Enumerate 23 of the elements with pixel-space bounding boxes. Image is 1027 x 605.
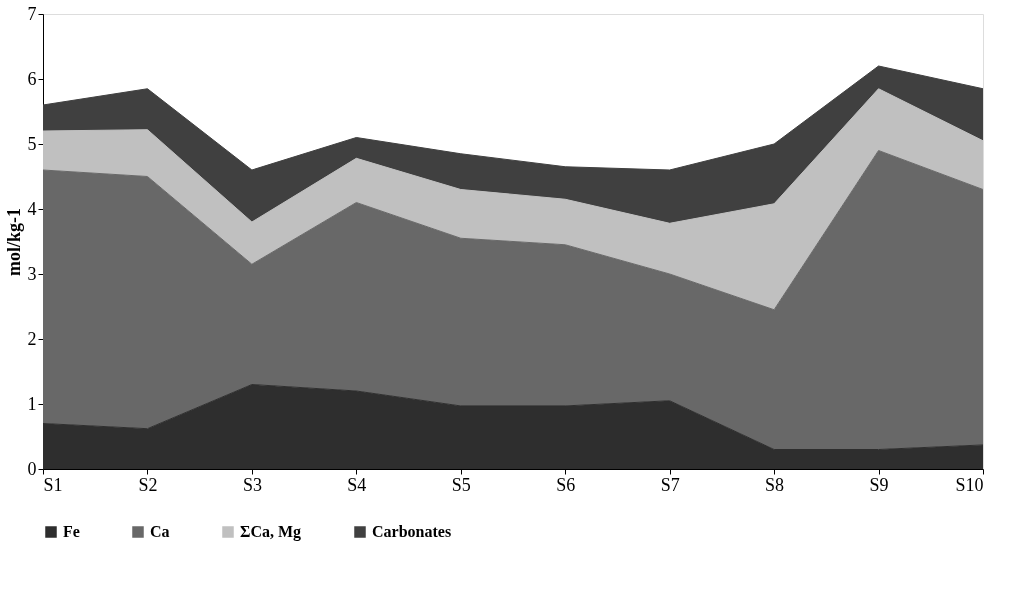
y-tick-label: 0 xyxy=(27,458,37,479)
y-tick-label: 1 xyxy=(27,393,37,414)
x-tick-label: S10 xyxy=(955,474,984,495)
y-tick-label: 3 xyxy=(27,263,37,284)
y-tick-label: 4 xyxy=(27,198,37,219)
y-tick-label: 6 xyxy=(27,68,37,89)
y-tick-label: 2 xyxy=(27,328,37,349)
legend-label: Fe xyxy=(63,523,80,540)
x-tick-label: S5 xyxy=(451,474,471,495)
x-tick-label: S9 xyxy=(869,474,889,495)
x-tick-label: S8 xyxy=(765,474,785,495)
x-tick-label: S1 xyxy=(43,474,63,495)
legend-label: ΣCa, Mg xyxy=(240,523,302,541)
y-tick-label: 7 xyxy=(27,3,37,24)
legend-label: Ca xyxy=(150,523,170,540)
y-axis-title: mol/kg-1 xyxy=(3,207,24,277)
x-tick-label: S3 xyxy=(242,474,262,495)
x-tick-label: S7 xyxy=(660,474,680,495)
legend-label: Carbonates xyxy=(372,523,452,540)
x-tick-label: S2 xyxy=(138,474,158,495)
x-tick-label: S4 xyxy=(347,474,367,495)
y-tick-label: 5 xyxy=(27,133,37,154)
x-tick-label: S6 xyxy=(556,474,576,495)
